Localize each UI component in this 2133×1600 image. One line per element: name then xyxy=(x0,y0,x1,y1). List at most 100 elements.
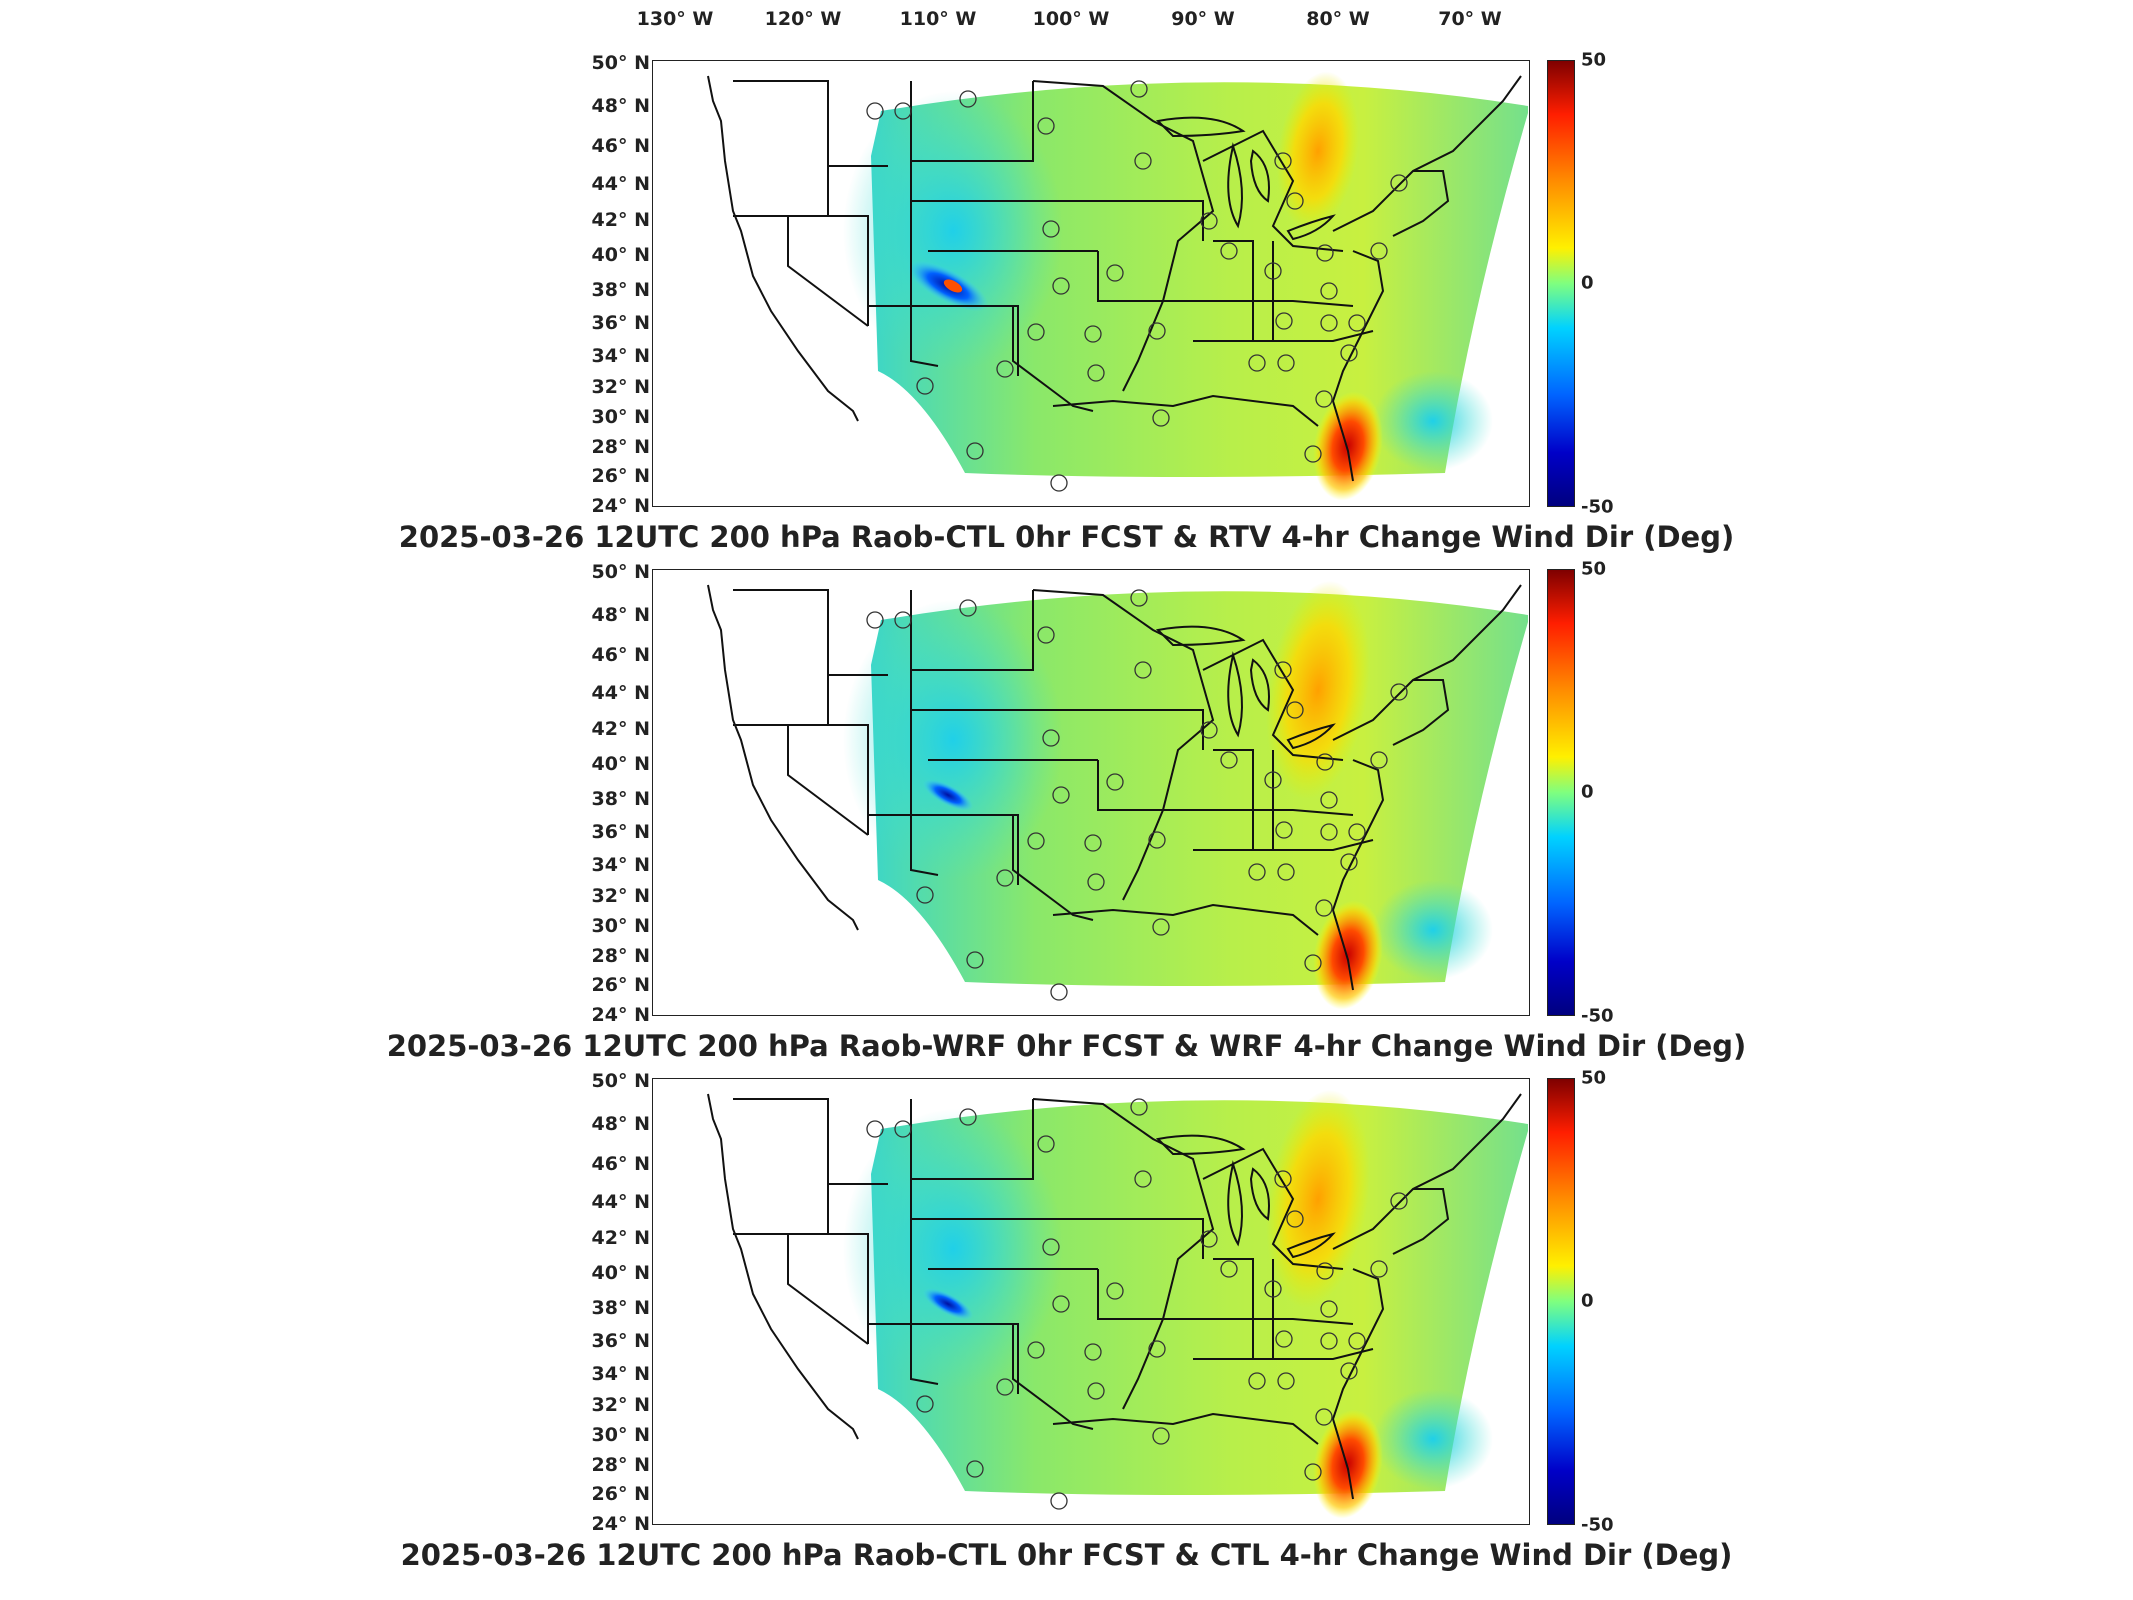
raob-station-circle xyxy=(1148,1340,1166,1358)
great-lake-outline xyxy=(1227,142,1243,229)
map-boundary-line xyxy=(1138,709,1204,750)
map-boundary-line xyxy=(1392,170,1450,237)
longitude-label: 70° W xyxy=(1438,8,1502,30)
map-boundary-line xyxy=(1202,1147,1344,1270)
great-lake-outline xyxy=(1286,214,1336,241)
raob-station-circle xyxy=(1304,445,1322,463)
raob-station-circle xyxy=(1084,325,1102,343)
raob-station-circle xyxy=(1264,1280,1282,1298)
raob-station-circle xyxy=(1052,1295,1070,1313)
map-boundary-line xyxy=(733,589,829,726)
map-boundary-line xyxy=(1331,759,1385,991)
map-boundary-line xyxy=(910,590,939,876)
map-boundary-line xyxy=(707,1093,859,1440)
latitude-label: 40° N xyxy=(591,1262,650,1284)
raob-station-circle xyxy=(1370,1260,1388,1278)
map-boundary-line xyxy=(1032,80,1215,392)
latitude-label: 46° N xyxy=(591,644,650,666)
red-anomaly xyxy=(1313,1409,1383,1519)
raob-station-circle xyxy=(1084,834,1102,852)
raob-station-circle xyxy=(1316,753,1334,771)
latitude-label: 34° N xyxy=(591,1363,650,1385)
raob-station-circle xyxy=(1316,1262,1334,1280)
latitude-label: 26° N xyxy=(591,1483,650,1505)
raob-station-circle xyxy=(1320,823,1338,841)
great-lake-outline xyxy=(1249,1167,1270,1221)
raob-station-circle xyxy=(894,1120,912,1138)
raob-station-circle xyxy=(1274,152,1292,170)
map-boundary-line xyxy=(1138,1218,1204,1259)
raob-station-circle xyxy=(1275,821,1293,839)
latitude-label: 38° N xyxy=(591,1297,650,1319)
great-lake-outline xyxy=(1155,1134,1246,1156)
red-anomaly xyxy=(1313,391,1383,501)
latitude-label: 38° N xyxy=(591,788,650,810)
map-boundary-line xyxy=(1392,679,1450,746)
map-boundary-line xyxy=(911,1099,1034,1180)
raob-station-circle xyxy=(1134,152,1152,170)
map-boundary-line xyxy=(827,590,888,676)
panel-title: 2025-03-26 12UTC 200 hPa Raob-CTL 0hr FC… xyxy=(400,1538,1733,1572)
latitude-label: 40° N xyxy=(591,244,650,266)
raob-station-circle xyxy=(1052,786,1070,804)
great-lake-outline xyxy=(1249,149,1270,203)
latitude-label: 32° N xyxy=(591,1394,650,1416)
latitude-label: 50° N xyxy=(591,52,650,74)
map-frame xyxy=(652,1078,1530,1525)
raob-station-circle xyxy=(1320,1300,1338,1318)
raob-station-circle xyxy=(1370,242,1388,260)
raob-station-circle xyxy=(1390,174,1408,192)
raob-station-circle xyxy=(1087,873,1105,891)
raob-station-circle xyxy=(1277,863,1295,881)
raob-station-circle xyxy=(1152,409,1170,427)
map-boundary-line xyxy=(707,584,859,931)
raob-station-circle xyxy=(1220,242,1238,260)
latitude-label: 36° N xyxy=(591,1330,650,1352)
raob-station-circle xyxy=(1315,899,1333,917)
raob-station-circle xyxy=(1348,314,1366,332)
raob-station-circle xyxy=(1320,791,1338,809)
latitude-label: 44° N xyxy=(591,1191,650,1213)
raob-station-circle xyxy=(1340,853,1358,871)
raob-station-circle xyxy=(1340,1362,1358,1380)
great-lake-outline xyxy=(1155,116,1246,138)
colorbar-tick-label: 50 xyxy=(1581,558,1607,580)
cyan-region xyxy=(843,91,1063,371)
raob-station-circle xyxy=(966,1460,984,1478)
raob-station-circle xyxy=(894,611,912,629)
raob-station-circle xyxy=(1248,863,1266,881)
panel-title: 2025-03-26 12UTC 200 hPa Raob-WRF 0hr FC… xyxy=(386,1029,1747,1063)
raob-station-circle xyxy=(1050,1492,1068,1510)
raob-station-circle xyxy=(1134,1170,1152,1188)
raob-station-circle xyxy=(1264,771,1282,789)
raob-station-circle xyxy=(996,869,1014,887)
map-boundary-line xyxy=(1332,75,1522,232)
colorbar-tick-label: -50 xyxy=(1581,1005,1614,1027)
latitude-label: 44° N xyxy=(591,682,650,704)
latitude-label: 38° N xyxy=(591,279,650,301)
raob-station-circle xyxy=(1037,117,1055,135)
raob-station-circle xyxy=(1340,344,1358,362)
map-boundary-line xyxy=(1331,250,1385,482)
map-frame xyxy=(652,60,1530,507)
weather-map-svg xyxy=(707,580,1528,1010)
orange-band xyxy=(1266,1089,1370,1309)
cyan-region xyxy=(1373,371,1493,471)
raob-station-circle xyxy=(1277,1372,1295,1390)
raob-station-circle xyxy=(866,1120,884,1138)
great-lake-outline xyxy=(1155,625,1246,647)
map-boundary-line xyxy=(733,1233,869,1345)
latitude-label: 40° N xyxy=(591,753,650,775)
map-boundary-line xyxy=(1097,1269,1133,1320)
raob-station-circle xyxy=(996,1378,1014,1396)
raob-station-circle xyxy=(1275,1330,1293,1348)
raob-station-circle xyxy=(966,951,984,969)
raob-station-circle xyxy=(1042,1238,1060,1256)
map-boundary-line xyxy=(938,305,1094,412)
raob-station-circle xyxy=(959,1108,977,1126)
raob-station-circle xyxy=(959,599,977,617)
raob-station-circle xyxy=(1277,354,1295,372)
raob-station-circle xyxy=(1315,1408,1333,1426)
latitude-label: 50° N xyxy=(591,561,650,583)
map-boundary-line xyxy=(1133,1318,1354,1325)
